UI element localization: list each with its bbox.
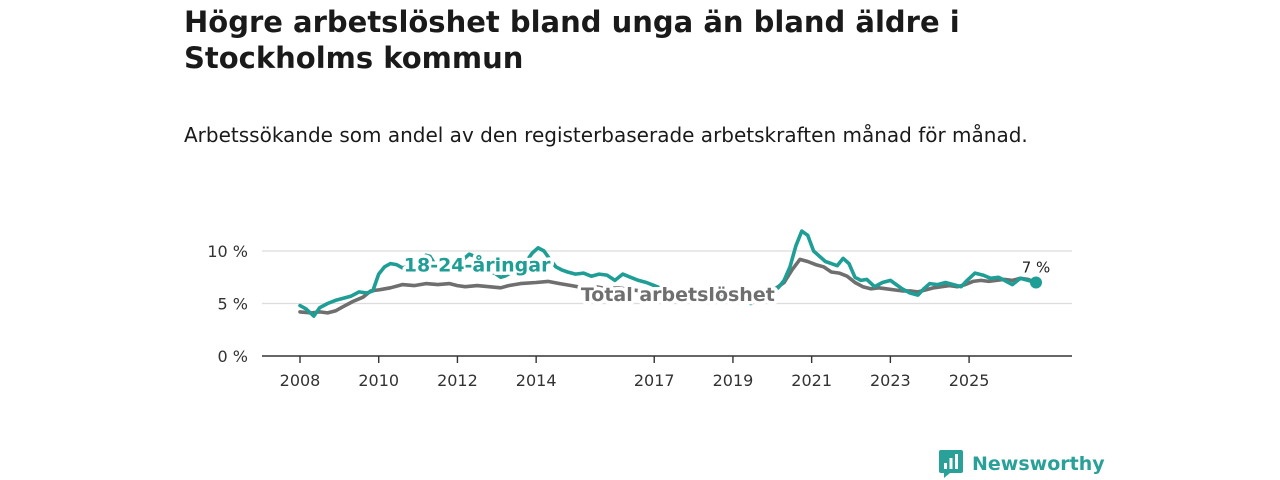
x-tick-label: 2019 <box>713 371 754 390</box>
chart-subtitle: Arbetssökande som andel av den registerb… <box>184 123 1028 147</box>
brand-name: Newsworthy <box>972 453 1105 475</box>
axes: 0 % 5 % 10 % 2008 2010 2012 2014 2017 2019 2021 20… <box>207 242 1072 390</box>
series-line-young <box>298 229 1038 318</box>
x-tick-label: 2025 <box>949 371 990 390</box>
x-tick-label: 2021 <box>791 371 832 390</box>
series-label-young: 18-24-åringar <box>404 253 551 277</box>
y-tick-label: 0 % <box>218 347 248 366</box>
x-tick-label: 2010 <box>358 371 399 390</box>
series-lines <box>298 229 1038 318</box>
x-tick-label: 2023 <box>870 371 911 390</box>
gridlines <box>262 250 1072 305</box>
end-point-marker <box>1030 276 1042 289</box>
bar-chart-logo-icon <box>939 450 963 478</box>
chart-title: Högre arbetslöshet bland unga än bland ä… <box>184 5 960 75</box>
brand-logo: Newsworthy <box>938 449 1105 479</box>
end-value-label: 7 % <box>1022 259 1051 277</box>
series-label-total: Total arbetslöshet <box>581 284 775 306</box>
x-tick-label: 2017 <box>634 371 675 390</box>
x-tick-label: 2014 <box>516 371 557 390</box>
x-tick-label: 2008 <box>280 371 321 390</box>
y-tick-label: 5 % <box>218 295 248 314</box>
x-tick-label: 2012 <box>437 371 478 390</box>
series-labels: 18-24-åringar Total arbetslöshet 7 % <box>400 249 1052 309</box>
y-tick-label: 10 % <box>207 242 248 261</box>
